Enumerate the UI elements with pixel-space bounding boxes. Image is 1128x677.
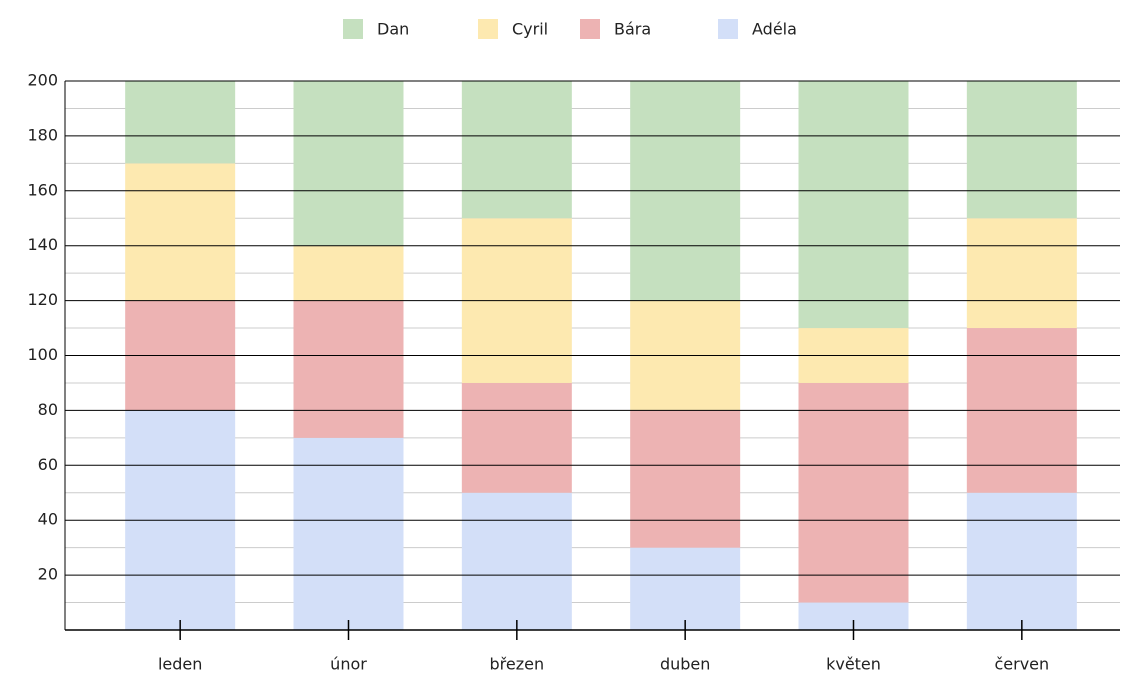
x-tick-label: únor (330, 655, 367, 674)
x-tick-label: březen (490, 655, 545, 674)
y-tick-label: 20 (38, 565, 58, 584)
legend-swatch (718, 19, 738, 39)
legend-swatch (580, 19, 600, 39)
bar-segment (461, 81, 572, 219)
y-tick-label: 200 (27, 71, 58, 90)
legend-label: Dan (377, 20, 409, 39)
y-tick-label: 40 (38, 510, 58, 529)
bar-segment (461, 382, 572, 493)
x-tick-label: červen (994, 655, 1049, 674)
x-tick-label: leden (158, 655, 202, 674)
y-tick-label: 180 (27, 125, 58, 144)
legend-label: Adéla (752, 20, 797, 39)
bar-segment (125, 163, 236, 301)
legend-label: Bára (614, 20, 651, 39)
y-tick-label: 60 (38, 455, 58, 474)
legend-swatch (343, 19, 363, 39)
bar-segment (293, 81, 404, 246)
bar-segment (966, 81, 1077, 219)
bar-segment (630, 547, 741, 630)
y-tick-label: 140 (27, 235, 58, 254)
x-tick-label: duben (660, 655, 710, 674)
y-tick-label: 100 (27, 345, 58, 364)
bar-segment (630, 410, 741, 548)
y-tick-label: 80 (38, 400, 58, 419)
legend-label: Cyril (512, 20, 548, 39)
bar-segment (293, 245, 404, 301)
bar-segment (798, 81, 909, 329)
y-tick-label: 160 (27, 180, 58, 199)
bar-segment (966, 492, 1077, 630)
bar-segment (966, 218, 1077, 329)
bar-segment (798, 382, 909, 603)
bar-segment (293, 437, 404, 630)
y-tick-label: 120 (27, 290, 58, 309)
bar-segment (461, 492, 572, 630)
x-tick-label: květen (826, 655, 881, 674)
bar-segment (293, 300, 404, 438)
legend-swatch (478, 19, 498, 39)
bar-segment (125, 81, 236, 164)
